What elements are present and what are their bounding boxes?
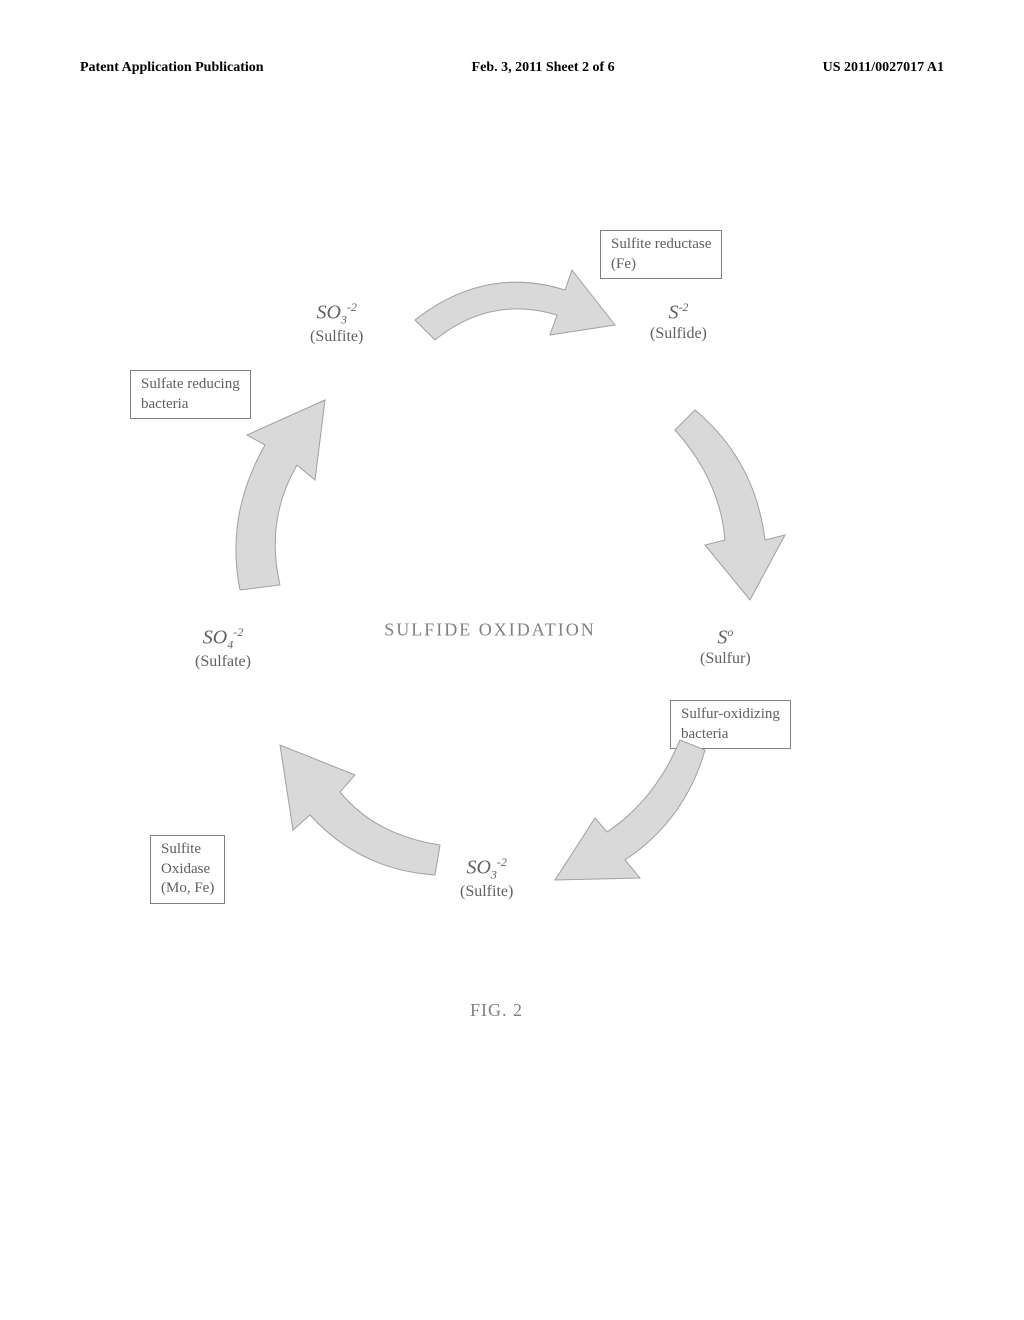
arrow-sulfite-to-sulfide	[395, 250, 625, 370]
sulfide-formula: S-2	[650, 300, 707, 325]
arrow-sulfate-to-sulfite	[180, 390, 350, 610]
sulfur-name: (Sulfur)	[700, 650, 751, 668]
node-sulfur: So (Sulfur)	[700, 625, 751, 668]
sulfate-name: (Sulfate)	[195, 653, 251, 671]
figure-label: FIG. 2	[470, 1000, 523, 1021]
diagram-center-label: SULFIDE OXIDATION	[384, 620, 596, 641]
header-left: Patent Application Publication	[80, 60, 264, 76]
sulfite-reductase-text: Sulfite reductase(Fe)	[611, 236, 711, 272]
sulfite-top-formula: SO3-2	[310, 300, 363, 328]
node-sulfite-top: SO3-2 (Sulfite)	[310, 300, 363, 346]
arrow-sulfide-to-sulfur	[660, 390, 820, 610]
page-header: Patent Application Publication Feb. 3, 2…	[0, 60, 1024, 76]
sulfite-oxidase-text: SulfiteOxidase(Mo, Fe)	[161, 841, 214, 896]
sulfate-formula: SO4-2	[195, 625, 251, 653]
sulfite-bottom-formula: SO3-2	[460, 855, 513, 883]
label-sulfite-oxidase: SulfiteOxidase(Mo, Fe)	[150, 835, 225, 904]
node-sulfate: SO4-2 (Sulfate)	[195, 625, 251, 671]
arrow-sulfite-to-sulfate	[255, 720, 455, 900]
sulfite-bottom-name: (Sulfite)	[460, 883, 513, 901]
sulfur-cycle-diagram: SULFIDE OXIDATION SO3-2 (Sulfite) S-2 (S…	[100, 280, 880, 980]
sulfide-name: (Sulfide)	[650, 325, 707, 343]
sulfur-formula: So	[700, 625, 751, 650]
node-sulfide: S-2 (Sulfide)	[650, 300, 707, 343]
arrow-sulfur-to-sulfite	[540, 730, 730, 900]
sulfite-top-name: (Sulfite)	[310, 328, 363, 346]
node-sulfite-bottom: SO3-2 (Sulfite)	[460, 855, 513, 901]
header-center: Feb. 3, 2011 Sheet 2 of 6	[472, 60, 615, 76]
header-right: US 2011/0027017 A1	[823, 60, 944, 76]
